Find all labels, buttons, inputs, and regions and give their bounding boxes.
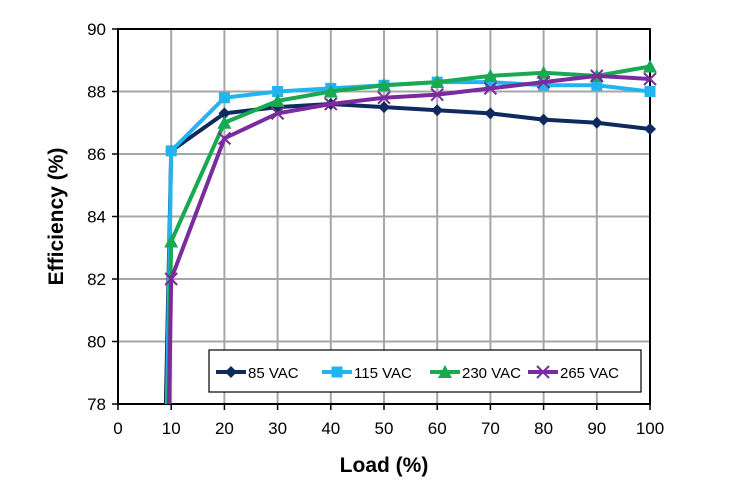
data-point-triangle bbox=[438, 365, 452, 378]
y-axis-title: Efficiency (%) bbox=[45, 148, 68, 286]
data-point-x bbox=[536, 75, 551, 89]
tick-labels: 0 10 20 30 40 50 60 70 80 90 100 78 80 82 84 86 88 90 bbox=[87, 20, 664, 438]
data-point-triangle bbox=[270, 93, 285, 107]
x-tick-label: 70 bbox=[481, 419, 500, 438]
data-point-triangle bbox=[217, 115, 232, 129]
x-tick-label: 10 bbox=[162, 419, 181, 438]
series-265-vac bbox=[164, 69, 657, 405]
data-point-square bbox=[644, 86, 656, 97]
x-tick-label: 30 bbox=[268, 419, 287, 438]
data-point-triangle bbox=[536, 65, 551, 79]
data-point-x bbox=[430, 87, 444, 102]
y-tick-label: 88 bbox=[87, 83, 106, 102]
legend: 85 VAC 115 VAC 230 VAC 265 VAC bbox=[208, 349, 642, 393]
x-tick-label: 40 bbox=[321, 419, 340, 438]
data-point-x bbox=[483, 81, 498, 96]
data-point-triangle bbox=[643, 59, 657, 73]
data-point-x bbox=[270, 106, 285, 121]
x-tick-label: 80 bbox=[534, 419, 553, 438]
legend-label: 85 VAC bbox=[248, 365, 299, 382]
data-point-triangle bbox=[323, 84, 338, 98]
data-point-triangle bbox=[377, 78, 391, 92]
data-point-square bbox=[272, 86, 284, 97]
data-point-square bbox=[484, 76, 496, 88]
x-tick-label: 50 bbox=[375, 419, 394, 438]
x-tick-label: 60 bbox=[428, 419, 447, 438]
legend-box bbox=[208, 349, 642, 393]
data-point-triangle bbox=[164, 234, 179, 248]
legend-label: 115 VAC bbox=[354, 365, 412, 382]
data-point-x bbox=[324, 97, 338, 111]
legend-item: 230 VAC bbox=[430, 365, 521, 382]
data-point-triangle bbox=[483, 68, 498, 82]
data-point-square bbox=[591, 79, 603, 91]
y-tick-label: 78 bbox=[87, 395, 106, 414]
y-tick-label: 90 bbox=[87, 20, 106, 39]
y-tick-label: 80 bbox=[87, 333, 106, 352]
data-point-square bbox=[165, 145, 177, 157]
x-tick-label: 90 bbox=[587, 419, 606, 438]
data-point-diamond bbox=[590, 116, 603, 129]
data-point-square bbox=[538, 79, 550, 91]
data-point-x bbox=[164, 272, 178, 286]
data-point-x bbox=[377, 91, 391, 105]
data-point-diamond bbox=[644, 123, 656, 135]
legend-item: 115 VAC bbox=[322, 365, 412, 382]
x-axis-title: Load (%) bbox=[340, 454, 429, 477]
legend-item: 265 VAC bbox=[528, 365, 619, 382]
y-tick-label: 86 bbox=[87, 145, 106, 164]
x-tick-label: 20 bbox=[215, 419, 234, 438]
data-point-triangle bbox=[430, 75, 445, 89]
legend-label: 230 VAC bbox=[462, 365, 521, 382]
legend-label: 265 VAC bbox=[560, 365, 619, 382]
y-tick-label: 84 bbox=[87, 208, 106, 227]
legend-item: 85 VAC bbox=[216, 365, 299, 382]
data-point-x bbox=[643, 72, 657, 86]
data-point-square bbox=[331, 366, 343, 378]
data-point-diamond bbox=[378, 101, 390, 114]
data-point-diamond bbox=[225, 366, 237, 378]
series-group bbox=[163, 59, 657, 405]
data-point-diamond bbox=[431, 104, 444, 117]
data-point-diamond bbox=[484, 107, 497, 120]
data-point-diamond bbox=[537, 113, 550, 126]
data-point-square bbox=[218, 92, 230, 104]
x-tick-label: 0 bbox=[113, 419, 122, 438]
data-point-x bbox=[536, 365, 550, 379]
y-tick-label: 82 bbox=[87, 270, 106, 289]
data-point-x bbox=[217, 131, 232, 146]
data-point-diamond bbox=[218, 107, 231, 120]
x-tick-label: 100 bbox=[636, 419, 664, 438]
data-point-x bbox=[590, 69, 604, 83]
